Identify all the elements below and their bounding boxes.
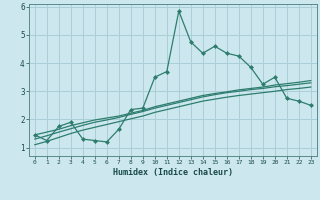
X-axis label: Humidex (Indice chaleur): Humidex (Indice chaleur) bbox=[113, 168, 233, 177]
